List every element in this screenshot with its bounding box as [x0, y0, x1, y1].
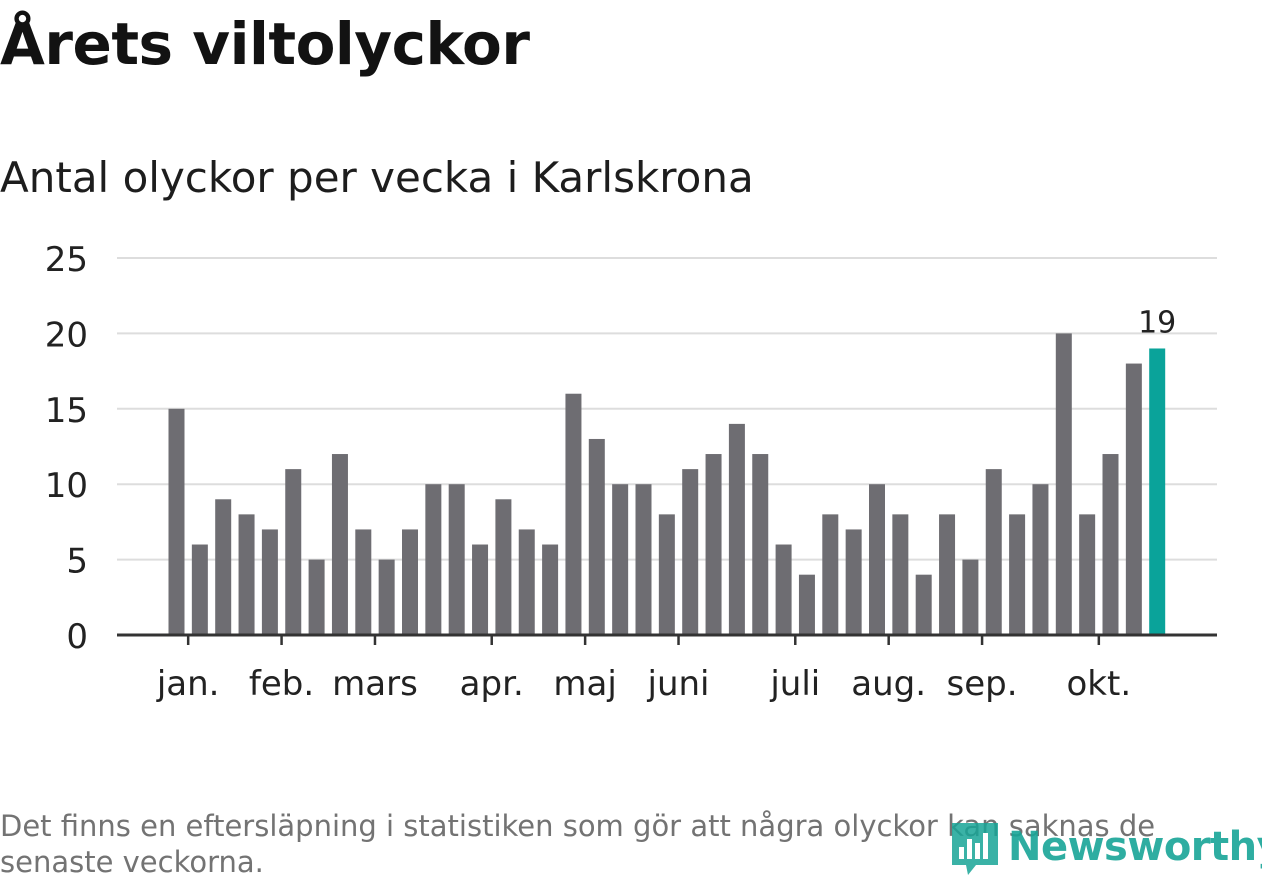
- bar: [962, 559, 979, 635]
- bar: [191, 544, 208, 635]
- x-tick-label: maj: [553, 664, 616, 704]
- bar: [308, 559, 325, 635]
- y-tick-label: 15: [45, 391, 88, 431]
- bar: [822, 514, 839, 635]
- bar: [1102, 454, 1119, 635]
- bar: [285, 469, 302, 635]
- bar: [775, 544, 792, 635]
- bar: [705, 454, 722, 635]
- bar: [588, 438, 605, 635]
- x-tick-label: jan.: [156, 664, 220, 704]
- bar: [425, 484, 442, 635]
- bar: [448, 484, 465, 635]
- bar: [1009, 514, 1026, 635]
- bar: [402, 529, 418, 635]
- x-tick-label: sep.: [947, 664, 1018, 704]
- bar: [635, 484, 652, 635]
- bar: [915, 574, 932, 635]
- bar: [238, 514, 255, 635]
- chart-title: Årets viltolyckor: [0, 10, 530, 78]
- bar-highlight: [1149, 348, 1166, 635]
- bar: [728, 423, 745, 635]
- bar: [542, 544, 559, 635]
- bar: [168, 408, 185, 635]
- bar: [892, 514, 909, 635]
- bar: [612, 484, 629, 635]
- bar-chart: 0 5 10 15 20 25 19 jan. feb. mars apr. maj juni juli a…: [45, 240, 1217, 704]
- x-tick-label: apr.: [460, 664, 524, 704]
- bar: [215, 499, 232, 635]
- x-tick-label: aug.: [851, 664, 926, 704]
- brand-logo: Newsworthy: [950, 815, 1262, 879]
- bar: [331, 454, 348, 635]
- bar: [1055, 333, 1072, 635]
- bar: [1079, 514, 1096, 635]
- y-tick-label: 25: [45, 240, 88, 280]
- bar: [798, 574, 815, 635]
- bar: [682, 469, 699, 635]
- x-tick-label: juli: [769, 664, 820, 704]
- brand-name: Newsworthy: [1008, 824, 1262, 870]
- bar: [261, 529, 278, 635]
- x-tick-label: feb.: [249, 664, 314, 704]
- bar: [378, 559, 395, 635]
- bar: [518, 529, 535, 635]
- bar: [1125, 363, 1142, 635]
- bar: [939, 514, 956, 635]
- bar: [658, 514, 675, 635]
- x-tick-label: okt.: [1067, 664, 1132, 704]
- y-tick-label: 5: [66, 542, 88, 582]
- bar: [845, 529, 862, 635]
- bar: [869, 484, 885, 635]
- x-tick-label: juni: [647, 664, 710, 704]
- y-tick-label: 10: [45, 466, 88, 506]
- y-tick-label: 0: [66, 617, 88, 657]
- chart-subtitle: Antal olyckor per vecka i Karlskrona: [0, 153, 754, 202]
- bar: [495, 499, 512, 635]
- bar: [355, 529, 372, 635]
- data-label: 19: [1138, 305, 1176, 340]
- bar: [472, 544, 489, 635]
- bar: [752, 454, 769, 635]
- x-tick-label: mars: [332, 664, 418, 704]
- bar: [565, 393, 582, 635]
- bar: [985, 469, 1002, 635]
- y-tick-label: 20: [45, 315, 88, 355]
- bar-chart-logo-icon: [952, 823, 998, 875]
- bar: [1032, 484, 1049, 635]
